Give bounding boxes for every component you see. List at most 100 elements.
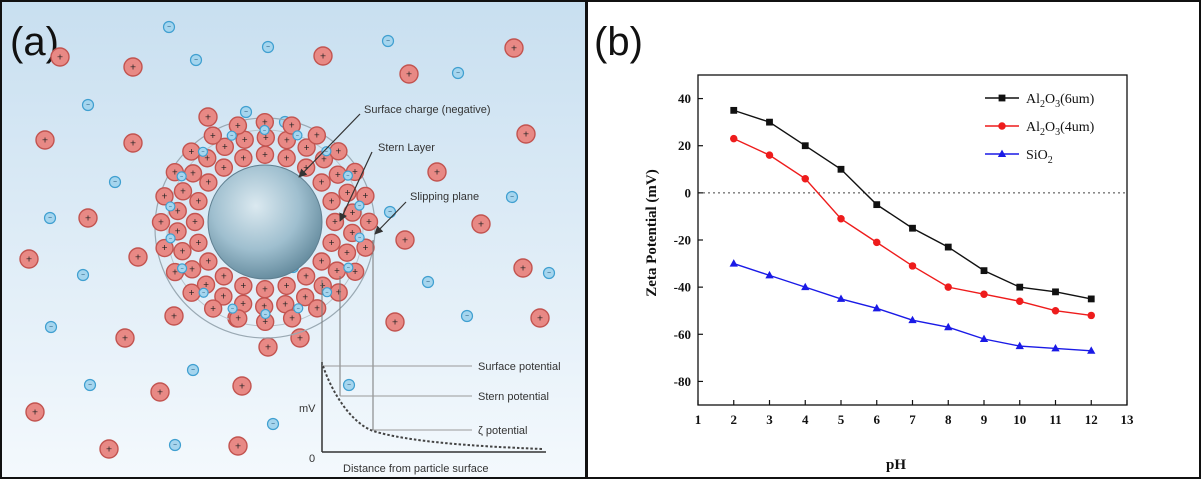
plus-sign: + xyxy=(57,52,63,63)
cation-ion: + xyxy=(255,145,275,165)
data-point-circle xyxy=(837,215,845,223)
plus-sign: + xyxy=(122,333,128,344)
data-point-square xyxy=(1087,295,1095,303)
anion-ion: − xyxy=(343,262,354,273)
anion-ion: − xyxy=(165,201,176,212)
anion-ion: − xyxy=(76,268,90,282)
cation-ion: + xyxy=(19,249,39,269)
minus-sign: − xyxy=(173,442,177,449)
x-tick-label: 13 xyxy=(1121,412,1135,427)
minus-sign: − xyxy=(202,291,205,297)
plus-sign: + xyxy=(345,188,351,199)
plus-sign: + xyxy=(85,213,91,224)
legend-label: Al2O3(6um) xyxy=(1026,92,1095,110)
plus-sign: + xyxy=(171,311,177,322)
cation-ion: + xyxy=(151,212,171,232)
cation-ion: + xyxy=(234,148,253,168)
cation-ion: + xyxy=(282,309,302,328)
plus-sign: + xyxy=(349,228,355,239)
plus-sign: + xyxy=(221,163,227,174)
plus-sign: + xyxy=(321,155,327,166)
data-point-circle xyxy=(765,151,774,159)
data-point-circle xyxy=(1016,297,1024,306)
minus-sign: − xyxy=(426,279,430,286)
cation-ion: + xyxy=(228,436,248,456)
anion-ion: − xyxy=(81,98,95,112)
anion-ion: − xyxy=(342,378,356,392)
minus-sign: − xyxy=(81,272,85,279)
data-point-square xyxy=(801,142,809,150)
panel-b-label: (b) xyxy=(594,20,643,64)
minus-sign: − xyxy=(388,209,392,216)
plus-sign: + xyxy=(520,263,526,274)
data-point-triangle xyxy=(1051,344,1060,352)
minus-sign: − xyxy=(358,203,361,209)
plus-sign: + xyxy=(241,153,247,164)
cation-ion: + xyxy=(258,337,278,357)
panel-b-frame xyxy=(586,0,1201,479)
series-2 xyxy=(729,259,1096,354)
cation-ion: + xyxy=(198,107,218,127)
data-point-triangle xyxy=(1015,341,1024,350)
cation-ion: + xyxy=(173,242,192,261)
data-point-circle xyxy=(730,134,738,143)
cation-ion: + xyxy=(189,192,208,211)
surface-potential-label: Surface potential xyxy=(478,361,561,373)
minus-sign: − xyxy=(113,179,117,186)
plus-sign: + xyxy=(26,254,32,265)
cation-ion: + xyxy=(155,238,174,258)
plus-sign: + xyxy=(206,178,212,189)
legend-entry: SiO2 xyxy=(985,148,1053,166)
anion-ion: − xyxy=(226,130,237,141)
anion-ion: − xyxy=(259,124,270,136)
minus-sign: − xyxy=(48,215,52,222)
plus-sign: + xyxy=(392,317,398,328)
plus-sign: + xyxy=(319,178,325,189)
cation-ion: + xyxy=(229,309,248,328)
plus-sign: + xyxy=(192,217,198,228)
cation-ion: + xyxy=(329,142,348,161)
anion-ion: − xyxy=(321,287,333,298)
plus-sign: + xyxy=(314,304,320,315)
anion-ion: − xyxy=(197,146,209,157)
anion-ion: − xyxy=(261,40,275,54)
x-tick-label: 6 xyxy=(874,412,881,427)
plus-sign: + xyxy=(329,196,335,207)
anion-ion: − xyxy=(321,146,332,157)
minus-sign: − xyxy=(465,313,469,320)
plus-sign: + xyxy=(289,121,295,132)
cation-ion: + xyxy=(312,173,331,192)
minus-sign: − xyxy=(386,38,390,45)
data-point-square xyxy=(1016,283,1024,291)
plus-sign: + xyxy=(335,170,341,181)
plus-sign: + xyxy=(320,281,326,292)
plus-sign: + xyxy=(42,135,48,146)
plus-sign: + xyxy=(196,238,202,249)
x-tick-label: 1 xyxy=(695,412,702,427)
cation-ion: + xyxy=(189,233,208,252)
x-tick-label: 8 xyxy=(945,412,952,427)
plus-sign: + xyxy=(352,167,358,178)
data-point-circle xyxy=(908,262,917,270)
anion-ion: − xyxy=(239,105,253,119)
particle xyxy=(207,164,323,280)
minus-sign: − xyxy=(325,149,328,155)
cation-ion: + xyxy=(328,165,348,184)
cation-ion: + xyxy=(337,243,357,262)
minus-sign: − xyxy=(296,133,299,139)
slipping-plane-label: Slipping plane xyxy=(410,191,479,203)
minus-sign: − xyxy=(180,266,183,272)
plus-sign: + xyxy=(350,208,356,219)
plus-sign: + xyxy=(157,387,163,398)
cation-ion: + xyxy=(313,46,333,66)
plus-sign: + xyxy=(282,299,288,310)
plus-sign: + xyxy=(344,248,350,259)
inset-distance-label: Distance from particle surface xyxy=(343,463,489,475)
cation-ion: + xyxy=(356,186,375,206)
anion-ion: − xyxy=(292,130,303,141)
plus-sign: + xyxy=(478,219,484,230)
anion-ion: − xyxy=(162,20,176,34)
cation-ion: + xyxy=(296,158,316,177)
